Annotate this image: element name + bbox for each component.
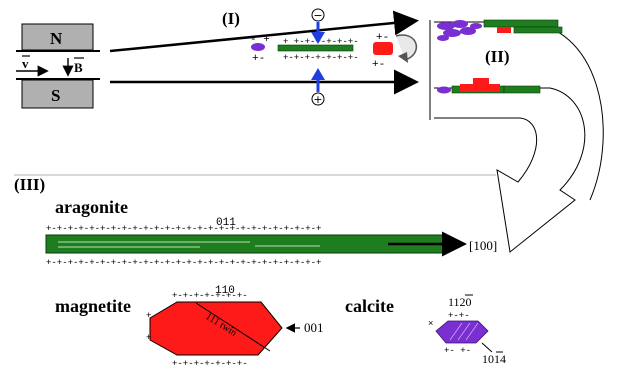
aragonite-charges-bottom: +-+-+-+-+-+-+-+-+-+-+-+-+-+-+-+-+-+-+-+-… [46, 258, 321, 268]
svg-text:×: × [428, 319, 433, 329]
stage-ii-label: (II) [485, 47, 510, 66]
magnetite-face-top-label: 110 [215, 285, 235, 297]
svg-text:+: + [146, 311, 151, 321]
svg-text:- +: - + [250, 34, 270, 46]
south-label: S [51, 86, 60, 105]
aragonite-panel: aragonite 011 +-+-+-+-+-+-+-+-+-+-+-+-+-… [45, 197, 497, 268]
magnetite-face-right-label: 001 [304, 320, 324, 335]
aragonite-crystal [45, 234, 445, 254]
calcite-crystal [435, 320, 489, 344]
aragonite-particle [277, 44, 354, 52]
svg-text:+-: +- [372, 59, 385, 71]
charge-bottom: + [311, 68, 325, 106]
calcite-face-top-label: 1120 [448, 295, 472, 309]
magnetite-particle [373, 42, 393, 55]
svg-text:+ +-+-+-+-+-+-: + +-+-+-+-+-+- [283, 37, 359, 47]
charge-plus-label: + [313, 93, 322, 106]
twin-plane [195, 302, 271, 352]
u-turn-arrow [429, 22, 586, 253]
aragonite-label: aragonite [55, 197, 128, 217]
calcite-panel: calcite 1120 +-+- × +- +- 1014 [345, 294, 506, 366]
south-pole [21, 79, 94, 109]
calcite-face-bottom-label: 1014 [482, 352, 506, 366]
calcite-pointer [481, 342, 493, 353]
aragonite-direction-label: [100] [469, 238, 497, 253]
calcite-particle [251, 43, 265, 51]
rotation-arrow-icon [395, 34, 418, 61]
stage-i-label: (I) [222, 9, 240, 28]
calcite-charges-top: +-+- [448, 311, 470, 321]
magnetite-charges-top: +-+-+-+-+-+-+- [172, 291, 248, 301]
north-label: N [50, 29, 63, 48]
magnetite-label: magnetite [55, 296, 131, 316]
calcite-charges-bottom: +- +- [444, 346, 471, 356]
charge-minus-label: − [313, 9, 322, 22]
svg-text:+-: +- [252, 53, 265, 65]
stage-ii-top-deposit [437, 19, 563, 41]
svg-text:+-+-+-+-+-+-+-: +-+-+-+-+-+-+- [283, 53, 359, 63]
stage-i-particles: +- - + + +-+-+-+-+-+- +-+-+-+-+-+-+- +- … [250, 32, 418, 71]
magnet: N S v B [16, 23, 100, 109]
velocity-label: v [22, 56, 29, 71]
field-label: B [74, 60, 83, 75]
aragonite-face-label: 011 [216, 217, 236, 229]
flow-arrow-top [109, 10, 419, 53]
magnetite-panel: magnetite +-+-+-+-+-+-+- 110 111 twin + … [55, 285, 324, 369]
stage-iii-label: (III) [14, 175, 45, 194]
svg-text:+: + [146, 333, 151, 343]
calcite-label: calcite [345, 296, 394, 316]
north-pole [21, 23, 94, 51]
charge-top: − [311, 8, 325, 44]
magnetite-charges-bottom: +-+-+-+-+-+-+- [172, 359, 248, 369]
stage-ii-bottom-deposit [437, 78, 541, 94]
magnetite-crystal [149, 301, 283, 356]
svg-text:+-: +- [376, 32, 389, 44]
aragonite-charges-top: +-+-+-+-+-+-+-+-+-+-+-+-+-+-+-+-+-+-+-+-… [46, 224, 321, 234]
